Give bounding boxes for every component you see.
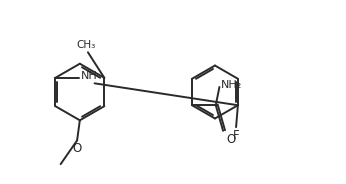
Text: O: O: [72, 142, 82, 155]
Text: NH: NH: [81, 71, 98, 81]
Text: O: O: [227, 133, 236, 146]
Text: NH₂: NH₂: [221, 80, 243, 90]
Text: F: F: [233, 129, 239, 142]
Text: CH₃: CH₃: [76, 40, 96, 50]
